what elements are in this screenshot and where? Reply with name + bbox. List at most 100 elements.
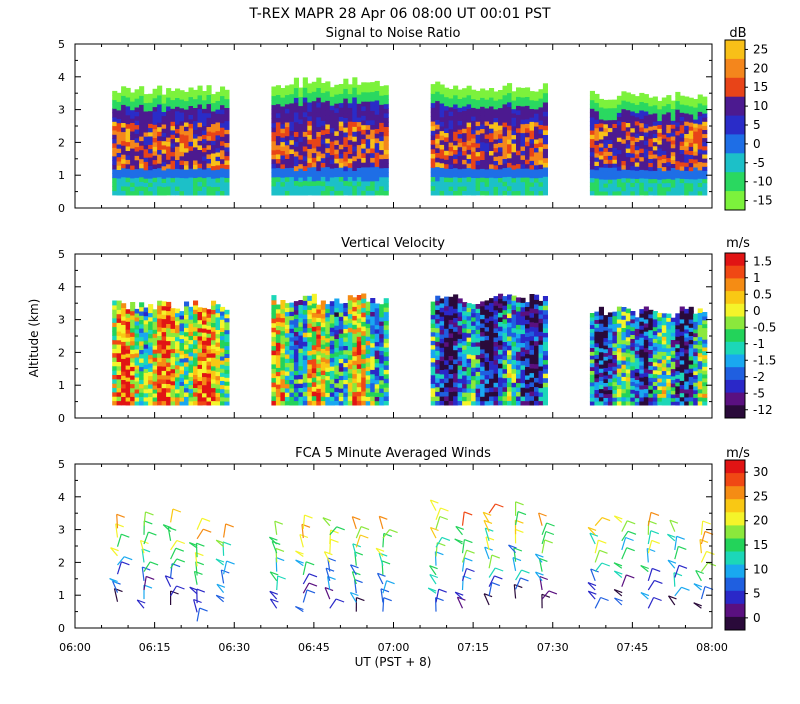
vvel-cell xyxy=(480,362,485,367)
snr-cell xyxy=(689,183,694,188)
vvel-cell xyxy=(662,371,667,375)
vvel-cell xyxy=(193,370,198,375)
vvel-cell xyxy=(612,335,617,340)
vvel-cell xyxy=(494,296,499,301)
snr-cell xyxy=(171,191,176,196)
vvel-cell xyxy=(666,317,671,321)
vvel-cell xyxy=(162,383,167,388)
vvel-cell xyxy=(357,332,362,337)
snr-cell xyxy=(298,141,303,146)
snr-cell xyxy=(352,170,357,176)
snr-cell xyxy=(476,134,481,139)
snr-cell xyxy=(352,190,357,196)
snr-cell xyxy=(271,114,276,119)
snr-cell xyxy=(370,186,375,191)
snr-cell xyxy=(357,186,362,191)
snr-cell xyxy=(485,95,490,100)
snr-cell xyxy=(612,183,617,188)
snr-cell xyxy=(462,93,467,98)
snr-cell xyxy=(507,102,512,107)
snr-cell xyxy=(224,177,229,182)
vvel-cell xyxy=(617,307,622,312)
snr-cell xyxy=(171,121,176,126)
snr-cell xyxy=(171,178,176,183)
vvel-cell xyxy=(184,306,189,311)
vvel-cell xyxy=(307,314,312,319)
vvel-cell xyxy=(312,354,317,359)
snr-cell xyxy=(621,147,626,152)
vvel-cell xyxy=(348,368,353,373)
snr-cell xyxy=(334,85,339,90)
vvel-cell xyxy=(366,392,371,397)
vvel-cell xyxy=(498,391,503,396)
vvel-cell xyxy=(339,316,344,321)
vvel-cell xyxy=(166,371,171,376)
snr-cell xyxy=(334,181,339,186)
vvel-cell xyxy=(330,314,335,319)
vvel-cell xyxy=(662,344,667,348)
vvel-cell xyxy=(603,368,608,372)
snr-cell xyxy=(379,168,384,173)
snr-cell xyxy=(148,174,153,179)
vvel-cell xyxy=(612,331,617,336)
snr-cell xyxy=(476,169,481,174)
snr-cell xyxy=(348,126,353,131)
snr-cell xyxy=(334,135,339,140)
snr-cell xyxy=(494,109,499,114)
snr-cell xyxy=(357,177,362,182)
vvel-cell xyxy=(148,376,153,381)
vvel-cell xyxy=(485,309,490,314)
snr-cell xyxy=(539,120,544,125)
vvel-cell xyxy=(285,371,290,376)
vvel-cell xyxy=(202,360,207,365)
snr-cell xyxy=(316,141,321,147)
vvel-cell xyxy=(467,312,472,317)
snr-cell xyxy=(431,84,436,89)
snr-cell xyxy=(121,136,126,141)
snr-cell xyxy=(193,112,198,117)
snr-cell xyxy=(298,177,303,182)
vvel-cell xyxy=(384,298,389,303)
snr-cell xyxy=(321,148,326,153)
vvel-cell xyxy=(521,383,526,388)
snr-cell xyxy=(357,122,362,127)
snr-cell xyxy=(449,142,454,147)
snr-cell xyxy=(512,173,517,178)
vvel-cell xyxy=(117,383,122,388)
snr-cell xyxy=(352,166,357,172)
snr-cell xyxy=(543,107,548,112)
vvel-cell xyxy=(590,317,595,321)
snr-cell xyxy=(216,182,221,187)
vvel-cell xyxy=(494,328,499,333)
vvel-cell xyxy=(525,371,530,376)
snr-cell xyxy=(594,157,599,162)
snr-cell xyxy=(702,97,707,102)
vvel-cell xyxy=(458,400,463,405)
vvel-cell xyxy=(220,336,225,341)
snr-cell xyxy=(285,136,290,141)
snr-cell xyxy=(289,117,294,122)
vvel-cell xyxy=(325,401,330,406)
vvel-cell xyxy=(312,373,317,378)
vvel-cell xyxy=(471,338,476,343)
snr-cell xyxy=(289,167,294,172)
snr-cell xyxy=(180,156,185,161)
snr-cell xyxy=(330,101,335,106)
vvel-cell xyxy=(684,397,689,402)
vvel-cell xyxy=(512,346,517,351)
vvel-cell xyxy=(543,382,548,387)
snr-cell xyxy=(666,133,671,138)
snr-cell xyxy=(453,172,458,177)
vvel-cell xyxy=(530,322,535,327)
snr-cell xyxy=(112,126,117,131)
snr-cell xyxy=(157,159,162,164)
vvel-cell xyxy=(189,335,194,340)
vvel-cell xyxy=(675,344,680,348)
snr-cell xyxy=(171,108,176,113)
vvel-cell xyxy=(444,301,449,306)
vvel-cell xyxy=(135,329,140,334)
vvel-cell xyxy=(193,392,198,397)
vvel-cell xyxy=(202,401,207,406)
vvel-cell xyxy=(307,387,312,392)
snr-cell xyxy=(343,113,348,118)
